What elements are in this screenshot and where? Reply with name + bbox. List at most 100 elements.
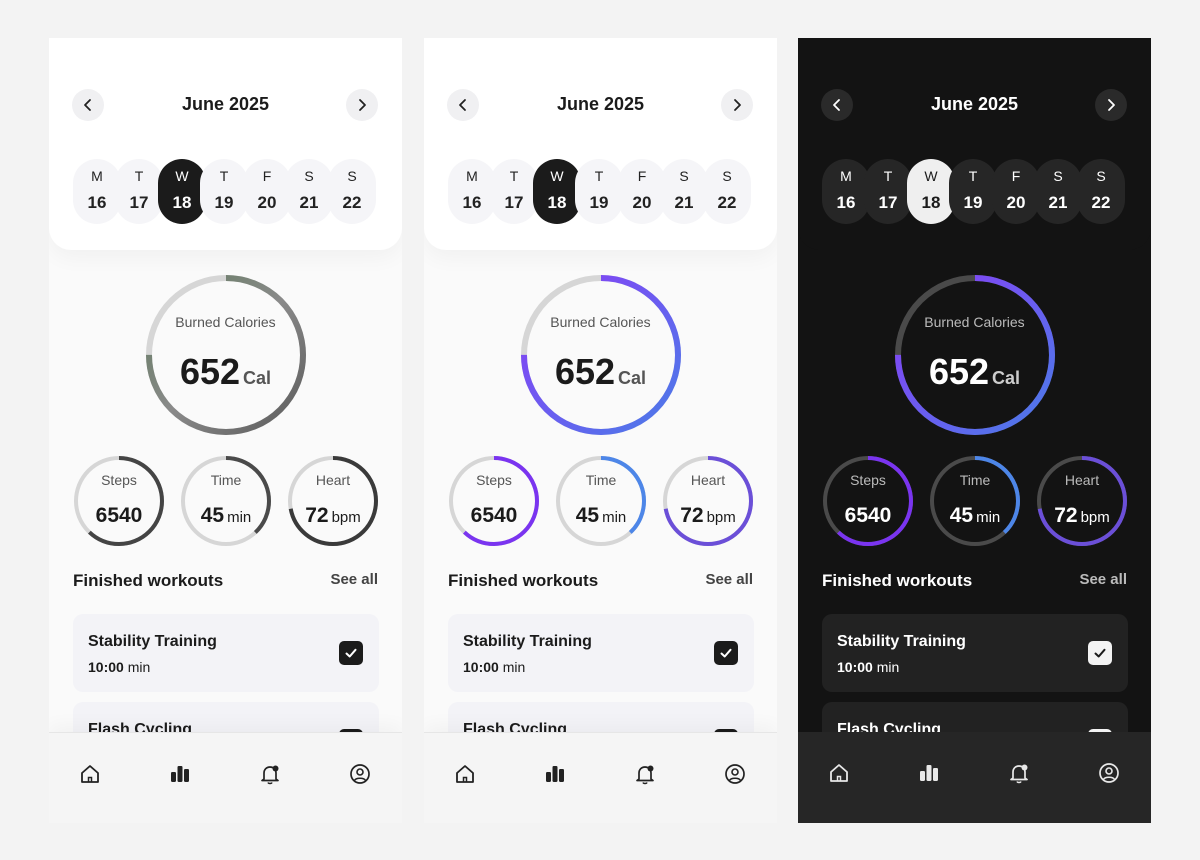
day-22[interactable]: S 22	[328, 159, 376, 224]
calories-unit: Cal	[618, 368, 647, 388]
day-number: 16	[836, 193, 856, 212]
phone-screen-light: June 2025 M 16 T 17 W 18 T 19 F 20 S 21 S 22 Burned Cal…	[424, 38, 777, 823]
progress-rings	[74, 275, 378, 546]
stat-unit: min	[976, 509, 1001, 526]
day-20[interactable]: F 20	[243, 159, 291, 224]
see-all-link[interactable]: See all	[1079, 571, 1127, 588]
day-number: 18	[172, 193, 192, 212]
day-letter: M	[840, 168, 852, 184]
prev-month-button[interactable]	[447, 89, 479, 121]
workout-duration: 10:00 min	[463, 659, 525, 675]
day-19[interactable]: T 19	[575, 159, 623, 224]
completed-checkbox[interactable]	[1088, 641, 1112, 665]
day-21[interactable]: S 21	[285, 159, 333, 224]
profile-icon[interactable]	[1096, 760, 1122, 786]
day-letter: T	[134, 168, 144, 184]
stats-icon[interactable]	[916, 760, 942, 786]
day-number: 17	[878, 193, 898, 212]
workout-card[interactable]: Stability Training 10:00 min	[73, 614, 379, 692]
stats-icon[interactable]	[542, 761, 568, 787]
day-letter: T	[509, 168, 519, 184]
see-all-link[interactable]: See all	[705, 571, 753, 588]
calories-number: 652	[554, 351, 616, 392]
workout-time: 10:00	[463, 659, 499, 675]
bottom-nav-bar	[424, 732, 777, 823]
home-icon[interactable]	[826, 760, 852, 786]
workout-card[interactable]: Stability Training 10:00 min	[448, 614, 754, 692]
home-icon[interactable]	[77, 761, 103, 787]
stat-unit: bpm	[331, 509, 361, 526]
month-title: June 2025	[181, 94, 270, 114]
workout-time: 10:00	[837, 659, 873, 675]
stat-label-heart: Heart	[315, 472, 351, 488]
day-21[interactable]: S 21	[1034, 159, 1082, 224]
day-17[interactable]: T 17	[115, 159, 163, 224]
day-letter: F	[637, 168, 647, 184]
stat-label-time: Time	[585, 472, 617, 488]
day-19[interactable]: T 19	[200, 159, 248, 224]
chevron-right-icon	[359, 99, 366, 111]
day-number: 20	[632, 193, 652, 212]
workout-title: Stability Training	[463, 633, 592, 650]
finished-workouts-title: Finished workouts	[448, 571, 599, 590]
day-20[interactable]: F 20	[618, 159, 666, 224]
day-number: 17	[504, 193, 524, 212]
week-day-picker: M 16 T 17 W 18 T 19 F 20 S 21 S 22	[73, 159, 378, 224]
workout-time-unit: min	[502, 659, 526, 675]
profile-icon[interactable]	[347, 761, 373, 787]
workout-duration: 10:00 min	[88, 659, 150, 675]
calories-number: 652	[179, 351, 241, 392]
next-month-button[interactable]	[721, 89, 753, 121]
workout-time: 10:00	[88, 659, 124, 675]
stat-number: 72	[305, 504, 329, 527]
stat-ring-progress	[930, 456, 1020, 546]
day-16[interactable]: M 16	[73, 159, 121, 224]
stat-ring-progress	[288, 456, 378, 546]
calories-value: 652 Cal	[798, 351, 1151, 393]
day-number: 22	[342, 193, 362, 212]
calories-label: Burned Calories	[550, 314, 651, 330]
day-22[interactable]: S 22	[1077, 159, 1125, 224]
day-number: 21	[1048, 193, 1068, 212]
stat-unit: min	[227, 509, 252, 526]
bottom-nav-bar	[798, 732, 1151, 823]
bell-icon[interactable]	[1006, 760, 1032, 786]
day-18[interactable]: W 18	[907, 159, 955, 224]
stats-icon[interactable]	[167, 761, 193, 787]
week-day-picker: M 16 T 17 W 18 T 19 F 20 S 21 S 22	[448, 159, 753, 224]
phone-screen-light: June 2025 M 16 T 17 W 18 T 19 F 20 S 21 S 22 Burned Cal…	[49, 38, 402, 823]
home-icon[interactable]	[452, 761, 478, 787]
day-20[interactable]: F 20	[992, 159, 1040, 224]
completed-checkbox[interactable]	[714, 641, 738, 665]
chevron-right-icon	[1108, 99, 1115, 111]
day-19[interactable]: T 19	[949, 159, 997, 224]
stat-value-steps: 6540	[72, 504, 166, 528]
stat-value-heart: 72 bpm	[1035, 504, 1129, 528]
see-all-link[interactable]: See all	[330, 571, 378, 588]
chevron-left-icon	[459, 99, 466, 111]
day-number: 19	[963, 193, 983, 212]
day-16[interactable]: M 16	[448, 159, 496, 224]
prev-month-button[interactable]	[72, 89, 104, 121]
day-number: 16	[87, 193, 107, 212]
next-month-button[interactable]	[346, 89, 378, 121]
day-letter: M	[91, 168, 103, 184]
bell-icon[interactable]	[632, 761, 658, 787]
workout-card[interactable]: Stability Training 10:00 min	[822, 614, 1128, 692]
day-22[interactable]: S 22	[703, 159, 751, 224]
bell-icon[interactable]	[257, 761, 283, 787]
day-21[interactable]: S 21	[660, 159, 708, 224]
stat-value-heart: 72 bpm	[661, 504, 755, 528]
day-17[interactable]: T 17	[864, 159, 912, 224]
day-18[interactable]: W 18	[158, 159, 206, 224]
day-16[interactable]: M 16	[822, 159, 870, 224]
day-18[interactable]: W 18	[533, 159, 581, 224]
completed-checkbox[interactable]	[339, 641, 363, 665]
prev-month-button[interactable]	[821, 89, 853, 121]
chevron-right-icon	[734, 99, 741, 111]
next-month-button[interactable]	[1095, 89, 1127, 121]
chevron-left-icon	[833, 99, 840, 111]
day-17[interactable]: T 17	[490, 159, 538, 224]
profile-icon[interactable]	[722, 761, 748, 787]
day-letter: S	[679, 168, 689, 184]
